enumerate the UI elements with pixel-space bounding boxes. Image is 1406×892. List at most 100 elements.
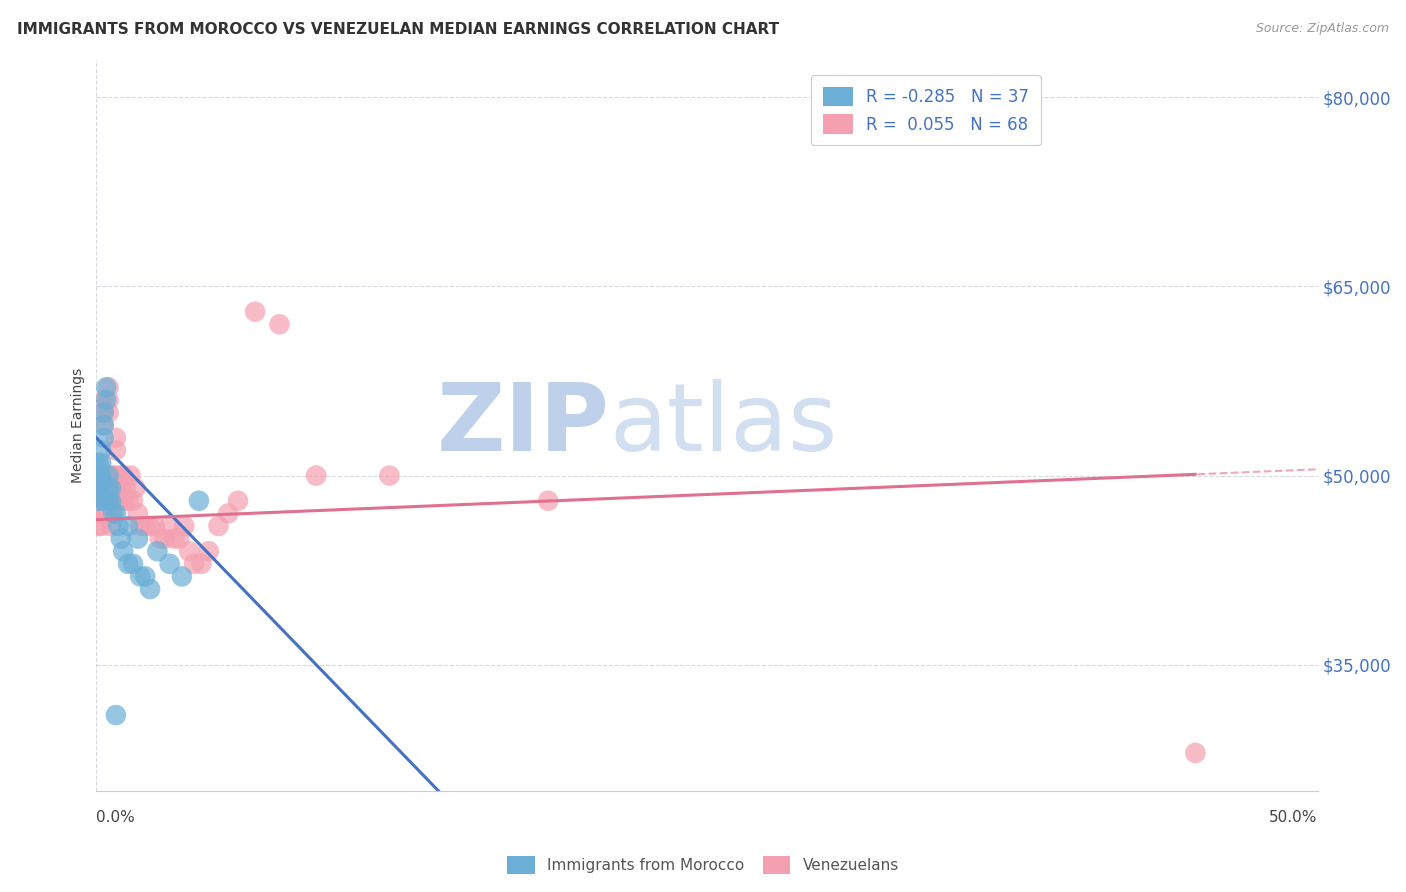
Point — [87, 519, 110, 533]
Point — [143, 519, 166, 533]
Point — [100, 493, 122, 508]
Point — [103, 507, 125, 521]
Point — [112, 493, 135, 508]
Point — [107, 519, 129, 533]
Point — [139, 519, 162, 533]
Point — [97, 392, 120, 407]
Point — [94, 481, 117, 495]
Point — [117, 493, 139, 508]
Point — [90, 519, 112, 533]
Point — [110, 481, 132, 495]
Point — [97, 468, 120, 483]
Point — [129, 519, 152, 533]
Point — [179, 544, 201, 558]
Point — [93, 418, 115, 433]
Point — [124, 481, 146, 495]
Point — [100, 507, 122, 521]
Point — [187, 493, 209, 508]
Point — [90, 475, 112, 489]
Point — [87, 493, 110, 508]
Point — [173, 519, 195, 533]
Point — [87, 507, 110, 521]
Point — [112, 544, 135, 558]
Point — [146, 544, 169, 558]
Point — [93, 406, 115, 420]
Point — [114, 481, 136, 495]
Point — [122, 493, 145, 508]
Point — [149, 532, 172, 546]
Point — [159, 519, 181, 533]
Point — [104, 468, 127, 483]
Text: Source: ZipAtlas.com: Source: ZipAtlas.com — [1256, 22, 1389, 36]
Y-axis label: Median Earnings: Median Earnings — [72, 368, 86, 483]
Point — [87, 493, 110, 508]
Point — [122, 557, 145, 571]
Point — [94, 468, 117, 483]
Point — [87, 481, 110, 495]
Point — [217, 507, 239, 521]
Point — [87, 468, 110, 483]
Point — [104, 443, 127, 458]
Point — [97, 406, 120, 420]
Point — [159, 557, 181, 571]
Point — [90, 493, 112, 508]
Point — [104, 431, 127, 445]
Point — [117, 519, 139, 533]
Point — [97, 380, 120, 394]
Point — [94, 507, 117, 521]
Point — [104, 708, 127, 723]
Point — [207, 519, 229, 533]
Point — [103, 493, 125, 508]
Point — [97, 481, 120, 495]
Point — [107, 481, 129, 495]
Point — [93, 493, 115, 508]
Legend: Immigrants from Morocco, Venezuelans: Immigrants from Morocco, Venezuelans — [502, 850, 904, 880]
Point — [190, 557, 212, 571]
Point — [139, 582, 162, 596]
Text: atlas: atlas — [609, 379, 838, 471]
Point — [93, 418, 115, 433]
Point — [87, 481, 110, 495]
Point — [103, 481, 125, 495]
Point — [94, 392, 117, 407]
Point — [90, 507, 112, 521]
Point — [90, 481, 112, 495]
Text: 50.0%: 50.0% — [1270, 810, 1317, 824]
Point — [169, 532, 191, 546]
Point — [94, 380, 117, 394]
Point — [100, 519, 122, 533]
Point — [134, 569, 156, 583]
Text: ZIP: ZIP — [436, 379, 609, 471]
Point — [129, 569, 152, 583]
Text: IMMIGRANTS FROM MOROCCO VS VENEZUELAN MEDIAN EARNINGS CORRELATION CHART: IMMIGRANTS FROM MOROCCO VS VENEZUELAN ME… — [17, 22, 779, 37]
Point — [103, 468, 125, 483]
Point — [127, 532, 149, 546]
Point — [104, 507, 127, 521]
Point — [305, 468, 328, 483]
Point — [100, 481, 122, 495]
Point — [537, 493, 560, 508]
Point — [97, 493, 120, 508]
Point — [93, 493, 115, 508]
Point — [1184, 746, 1206, 760]
Point — [120, 468, 142, 483]
Point — [134, 519, 156, 533]
Point — [107, 493, 129, 508]
Point — [90, 456, 112, 470]
Text: 0.0%: 0.0% — [97, 810, 135, 824]
Point — [110, 468, 132, 483]
Point — [94, 493, 117, 508]
Point — [226, 493, 249, 508]
Point — [127, 507, 149, 521]
Legend: R = -0.285   N = 37, R =  0.055   N = 68: R = -0.285 N = 37, R = 0.055 N = 68 — [811, 75, 1040, 145]
Point — [90, 468, 112, 483]
Point — [100, 493, 122, 508]
Point — [90, 443, 112, 458]
Point — [93, 431, 115, 445]
Point — [90, 468, 112, 483]
Point — [269, 318, 291, 332]
Point — [378, 468, 401, 483]
Point — [163, 532, 186, 546]
Point — [97, 468, 120, 483]
Point — [243, 304, 266, 318]
